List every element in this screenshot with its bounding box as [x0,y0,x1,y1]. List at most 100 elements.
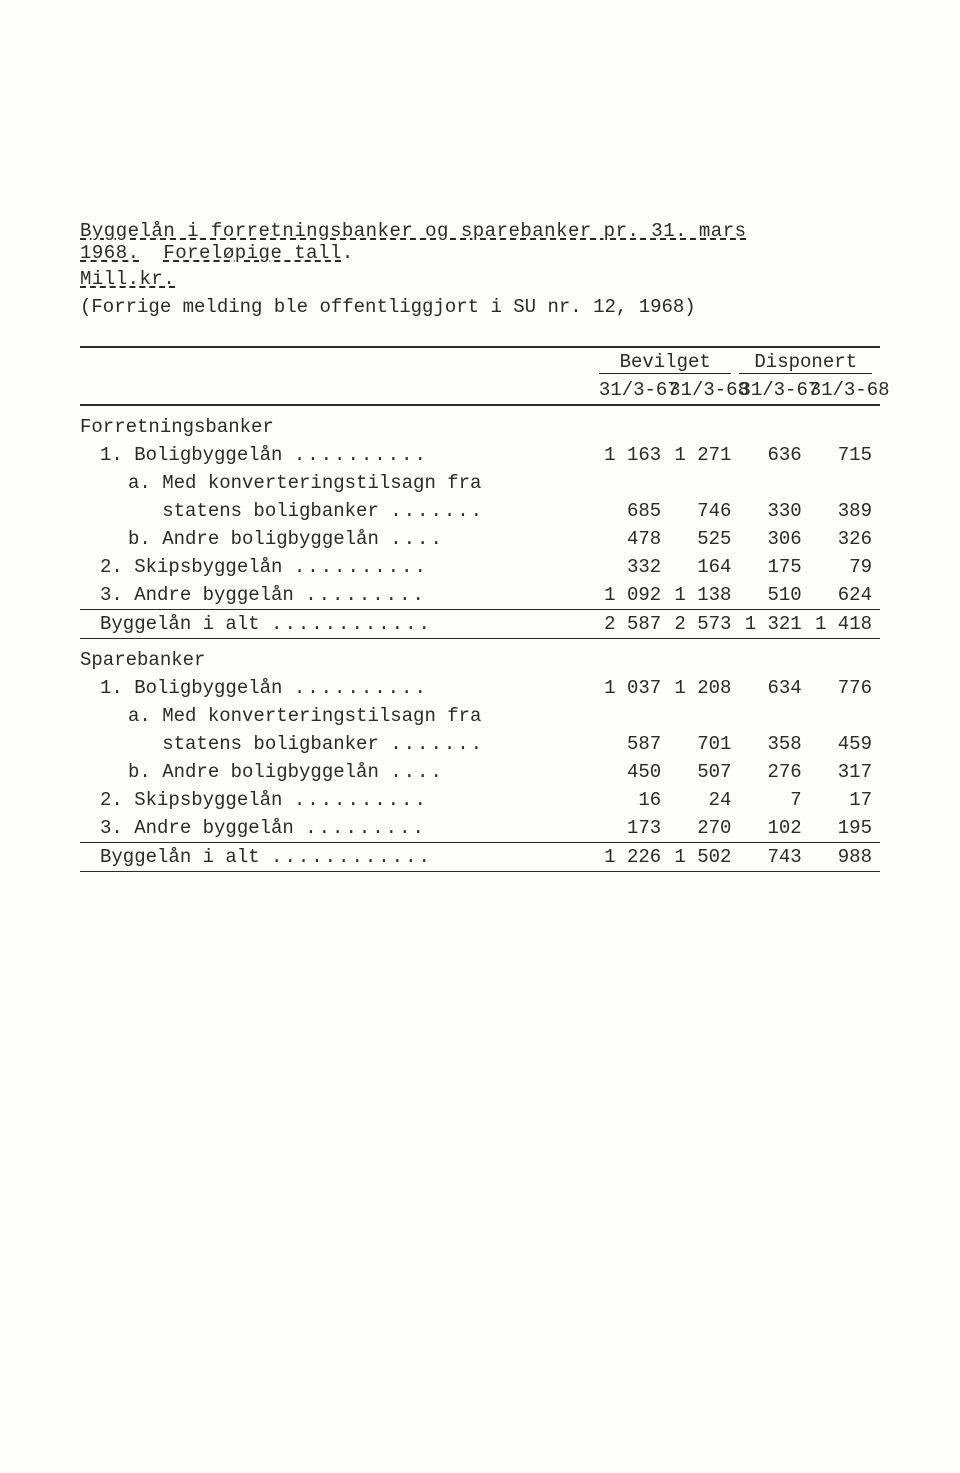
value-cell: 317 [810,758,880,786]
empty-cell [669,639,739,675]
value-cell: 330 [739,497,809,525]
header-spacer [80,348,599,376]
value-cell: 507 [669,758,739,786]
value-cell: 636 [739,441,809,469]
value-cell: 1 418 [810,610,880,639]
value-cell [810,702,880,730]
empty-cell [810,406,880,441]
col-header-2: 31/3-68 [669,376,739,404]
value-cell: 525 [669,525,739,553]
table-row: 2. Skipsbyggelån ..........1624717 [80,786,880,814]
title-part-2: Foreløpige tall [163,242,342,264]
value-cell: 1 163 [599,441,669,469]
empty-cell [669,406,739,441]
empty-cell [599,406,669,441]
row-label: 3. Andre byggelån ......... [80,581,599,610]
leader-dots: .... [390,528,444,550]
value-cell: 450 [599,758,669,786]
section-title-row: Sparebanker [80,639,880,675]
value-cell: 306 [739,525,809,553]
table-row: b. Andre boligbyggelån ....450507276317 [80,758,880,786]
group-header-row: Bevilget Disponert [80,348,880,376]
row-label: 2. Skipsbyggelån .......... [80,553,599,581]
value-cell [599,469,669,497]
value-cell: 776 [810,674,880,702]
value-cell: 587 [599,730,669,758]
group-header-1: Bevilget [599,348,740,376]
leader-dots: .......... [294,789,428,811]
value-cell: 17 [810,786,880,814]
value-cell: 7 [739,786,809,814]
group-header-2: Disponert [739,348,880,376]
value-cell: 478 [599,525,669,553]
value-cell: 701 [669,730,739,758]
section-title: Sparebanker [80,639,599,675]
value-cell: 1 271 [669,441,739,469]
value-cell: 270 [669,814,739,843]
empty-cell [810,639,880,675]
table-row: 2. Skipsbyggelån ..........33216417579 [80,553,880,581]
value-cell: 79 [810,553,880,581]
value-cell [739,702,809,730]
row-label: 3. Andre byggelån ......... [80,814,599,843]
document-page: Byggelån i forretningsbanker og spareban… [0,0,960,1473]
value-cell: 164 [669,553,739,581]
table-row: a. Med konverteringstilsagn fra [80,469,880,497]
value-cell: 1 138 [669,581,739,610]
value-cell: 1 037 [599,674,669,702]
col-header-1: 31/3-67 [599,376,669,404]
col-header-row: 31/3-67 31/3-68 31/3-67 31/3-68 [80,376,880,404]
value-cell: 743 [739,843,809,872]
row-label: 1. Boligbyggelån .......... [80,441,599,469]
value-cell: 685 [599,497,669,525]
leader-dots: ....... [390,733,484,755]
table-row: Byggelån i alt ............1 2261 502743… [80,843,880,872]
value-cell: 24 [669,786,739,814]
row-label: Byggelån i alt ............ [80,610,599,639]
row-label: a. Med konverteringstilsagn fra [80,702,599,730]
value-cell: 2 587 [599,610,669,639]
value-cell: 389 [810,497,880,525]
value-cell [810,469,880,497]
value-cell [669,469,739,497]
value-cell: 746 [669,497,739,525]
value-cell: 715 [810,441,880,469]
title-line-1: Byggelån i forretningsbanker og spareban… [80,220,880,264]
leader-dots: .... [390,761,444,783]
value-cell [599,702,669,730]
value-cell: 624 [810,581,880,610]
leader-dots: ......... [305,584,426,606]
leader-dots: ......... [305,817,426,839]
title-unit: Mill.kr. [80,268,880,290]
table-row: a. Med konverteringstilsagn fra [80,702,880,730]
col-header-4: 31/3-68 [810,376,880,404]
table-row: 1. Boligbyggelån ..........1 1631 271636… [80,441,880,469]
leader-dots: .......... [294,556,428,578]
value-cell: 459 [810,730,880,758]
value-cell: 1 321 [739,610,809,639]
value-cell: 102 [739,814,809,843]
row-label: b. Andre boligbyggelån .... [80,758,599,786]
value-cell: 276 [739,758,809,786]
value-cell: 195 [810,814,880,843]
table-row: 3. Andre byggelån .........173270102195 [80,814,880,843]
section-title: Forretningsbanker [80,406,599,441]
value-cell: 326 [810,525,880,553]
table-row: statens boligbanker .......685746330389 [80,497,880,525]
value-cell: 332 [599,553,669,581]
empty-cell [739,406,809,441]
value-cell: 16 [599,786,669,814]
table-row: b. Andre boligbyggelån ....478525306326 [80,525,880,553]
row-label: b. Andre boligbyggelån .... [80,525,599,553]
table-row: statens boligbanker .......587701358459 [80,730,880,758]
value-cell: 1 502 [669,843,739,872]
leader-dots: .......... [294,677,428,699]
leader-dots: .......... [294,444,428,466]
value-cell: 988 [810,843,880,872]
leader-dots: ............ [271,846,432,868]
empty-cell [599,639,669,675]
col-header-3: 31/3-67 [739,376,809,404]
leader-dots: ....... [390,500,484,522]
row-label: Byggelån i alt ............ [80,843,599,872]
row-label: 2. Skipsbyggelån .......... [80,786,599,814]
